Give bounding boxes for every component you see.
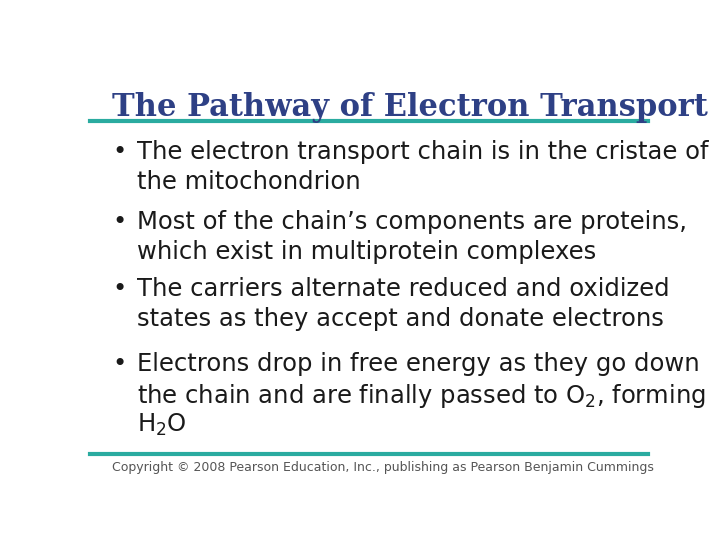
Text: Most of the chain’s components are proteins,: Most of the chain’s components are prote… <box>138 210 688 234</box>
Text: states as they accept and donate electrons: states as they accept and donate electro… <box>138 307 665 331</box>
Text: •: • <box>112 210 127 234</box>
Text: •: • <box>112 140 127 164</box>
Text: The carriers alternate reduced and oxidized: The carriers alternate reduced and oxidi… <box>138 277 670 301</box>
Text: the chain and are finally passed to O$_{\mathregular{2}}$, forming: the chain and are finally passed to O$_{… <box>138 382 706 410</box>
Text: Copyright © 2008 Pearson Education, Inc., publishing as Pearson Benjamin Cumming: Copyright © 2008 Pearson Education, Inc.… <box>112 461 654 474</box>
Text: Electrons drop in free energy as they go down: Electrons drop in free energy as they go… <box>138 352 700 376</box>
Text: The Pathway of Electron Transport: The Pathway of Electron Transport <box>112 92 708 123</box>
Text: The electron transport chain is in the cristae of: The electron transport chain is in the c… <box>138 140 709 164</box>
Text: •: • <box>112 352 127 376</box>
Text: which exist in multiprotein complexes: which exist in multiprotein complexes <box>138 240 597 264</box>
Text: the mitochondrion: the mitochondrion <box>138 170 361 193</box>
Text: H$_{\mathregular{2}}$O: H$_{\mathregular{2}}$O <box>138 411 187 438</box>
Text: •: • <box>112 277 127 301</box>
